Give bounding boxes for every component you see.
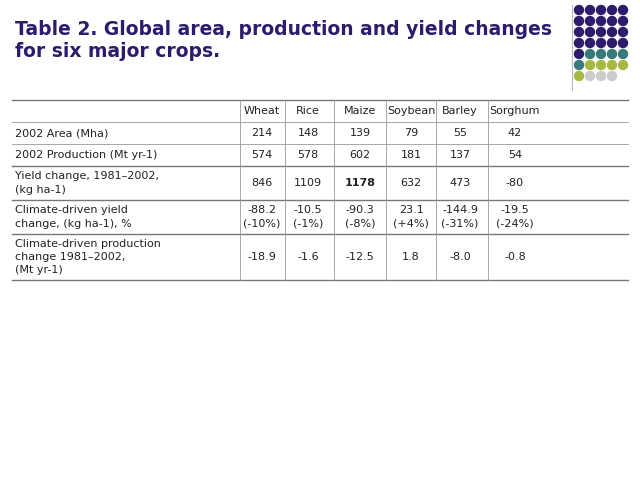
- Text: Barley: Barley: [442, 106, 478, 116]
- Text: Climate-driven yield: Climate-driven yield: [15, 205, 128, 215]
- Text: (-8%): (-8%): [345, 219, 375, 229]
- Text: Wheat: Wheat: [244, 106, 280, 116]
- Circle shape: [586, 60, 595, 70]
- Circle shape: [586, 38, 595, 48]
- Text: 55: 55: [453, 128, 467, 138]
- Text: (-1%): (-1%): [293, 219, 323, 229]
- Text: (-31%): (-31%): [442, 219, 479, 229]
- Text: -0.8: -0.8: [504, 252, 526, 262]
- Text: 1109: 1109: [294, 178, 322, 188]
- Circle shape: [607, 49, 616, 59]
- Text: Table 2. Global area, production and yield changes: Table 2. Global area, production and yie…: [15, 20, 552, 39]
- Text: -144.9: -144.9: [442, 205, 478, 215]
- Circle shape: [575, 60, 584, 70]
- Text: -10.5: -10.5: [294, 205, 323, 215]
- Text: -18.9: -18.9: [248, 252, 276, 262]
- Text: 1178: 1178: [344, 178, 376, 188]
- Text: 139: 139: [349, 128, 371, 138]
- Circle shape: [607, 60, 616, 70]
- Text: 602: 602: [349, 150, 371, 160]
- Circle shape: [607, 16, 616, 25]
- Circle shape: [575, 49, 584, 59]
- Text: Yield change, 1981–2002,: Yield change, 1981–2002,: [15, 171, 159, 181]
- Text: (Mt yr-1): (Mt yr-1): [15, 264, 63, 275]
- Text: 137: 137: [449, 150, 470, 160]
- Text: (+4%): (+4%): [393, 219, 429, 229]
- Circle shape: [607, 27, 616, 36]
- Circle shape: [596, 27, 605, 36]
- Text: Sorghum: Sorghum: [490, 106, 540, 116]
- Text: Maize: Maize: [344, 106, 376, 116]
- Text: 2002 Area (Mha): 2002 Area (Mha): [15, 128, 108, 138]
- Text: 181: 181: [401, 150, 422, 160]
- Circle shape: [575, 38, 584, 48]
- Text: 1.8: 1.8: [402, 252, 420, 262]
- Circle shape: [596, 49, 605, 59]
- Circle shape: [586, 49, 595, 59]
- Text: 214: 214: [252, 128, 273, 138]
- Circle shape: [575, 16, 584, 25]
- Circle shape: [607, 72, 616, 81]
- Text: -19.5: -19.5: [500, 205, 529, 215]
- Text: 632: 632: [401, 178, 422, 188]
- Text: -12.5: -12.5: [346, 252, 374, 262]
- Circle shape: [596, 72, 605, 81]
- Circle shape: [618, 5, 627, 14]
- Circle shape: [596, 5, 605, 14]
- Circle shape: [618, 60, 627, 70]
- Text: for six major crops.: for six major crops.: [15, 42, 220, 61]
- Circle shape: [596, 38, 605, 48]
- Circle shape: [596, 60, 605, 70]
- Text: change 1981–2002,: change 1981–2002,: [15, 252, 125, 262]
- Text: (-24%): (-24%): [496, 219, 534, 229]
- Text: -8.0: -8.0: [449, 252, 471, 262]
- Text: Rice: Rice: [296, 106, 320, 116]
- Text: 846: 846: [252, 178, 273, 188]
- Circle shape: [575, 72, 584, 81]
- Text: (kg ha-1): (kg ha-1): [15, 185, 66, 195]
- Text: (-10%): (-10%): [243, 219, 281, 229]
- Circle shape: [618, 38, 627, 48]
- Circle shape: [618, 27, 627, 36]
- Circle shape: [586, 5, 595, 14]
- Text: 148: 148: [298, 128, 319, 138]
- Text: 574: 574: [252, 150, 273, 160]
- Text: -1.6: -1.6: [297, 252, 319, 262]
- Circle shape: [618, 16, 627, 25]
- Text: change, (kg ha-1), %: change, (kg ha-1), %: [15, 219, 132, 229]
- Circle shape: [607, 38, 616, 48]
- Text: 54: 54: [508, 150, 522, 160]
- Circle shape: [596, 16, 605, 25]
- Circle shape: [586, 27, 595, 36]
- Text: 42: 42: [508, 128, 522, 138]
- Text: 79: 79: [404, 128, 418, 138]
- Text: 578: 578: [298, 150, 319, 160]
- Circle shape: [618, 49, 627, 59]
- Text: 473: 473: [449, 178, 470, 188]
- Circle shape: [607, 5, 616, 14]
- Text: 23.1: 23.1: [399, 205, 424, 215]
- Text: -90.3: -90.3: [346, 205, 374, 215]
- Text: -88.2: -88.2: [248, 205, 276, 215]
- Text: Soybean: Soybean: [387, 106, 435, 116]
- Circle shape: [586, 16, 595, 25]
- Text: -80: -80: [506, 178, 524, 188]
- Circle shape: [586, 72, 595, 81]
- Text: 2002 Production (Mt yr-1): 2002 Production (Mt yr-1): [15, 150, 157, 160]
- Circle shape: [575, 27, 584, 36]
- Circle shape: [575, 5, 584, 14]
- Text: Climate-driven production: Climate-driven production: [15, 240, 161, 249]
